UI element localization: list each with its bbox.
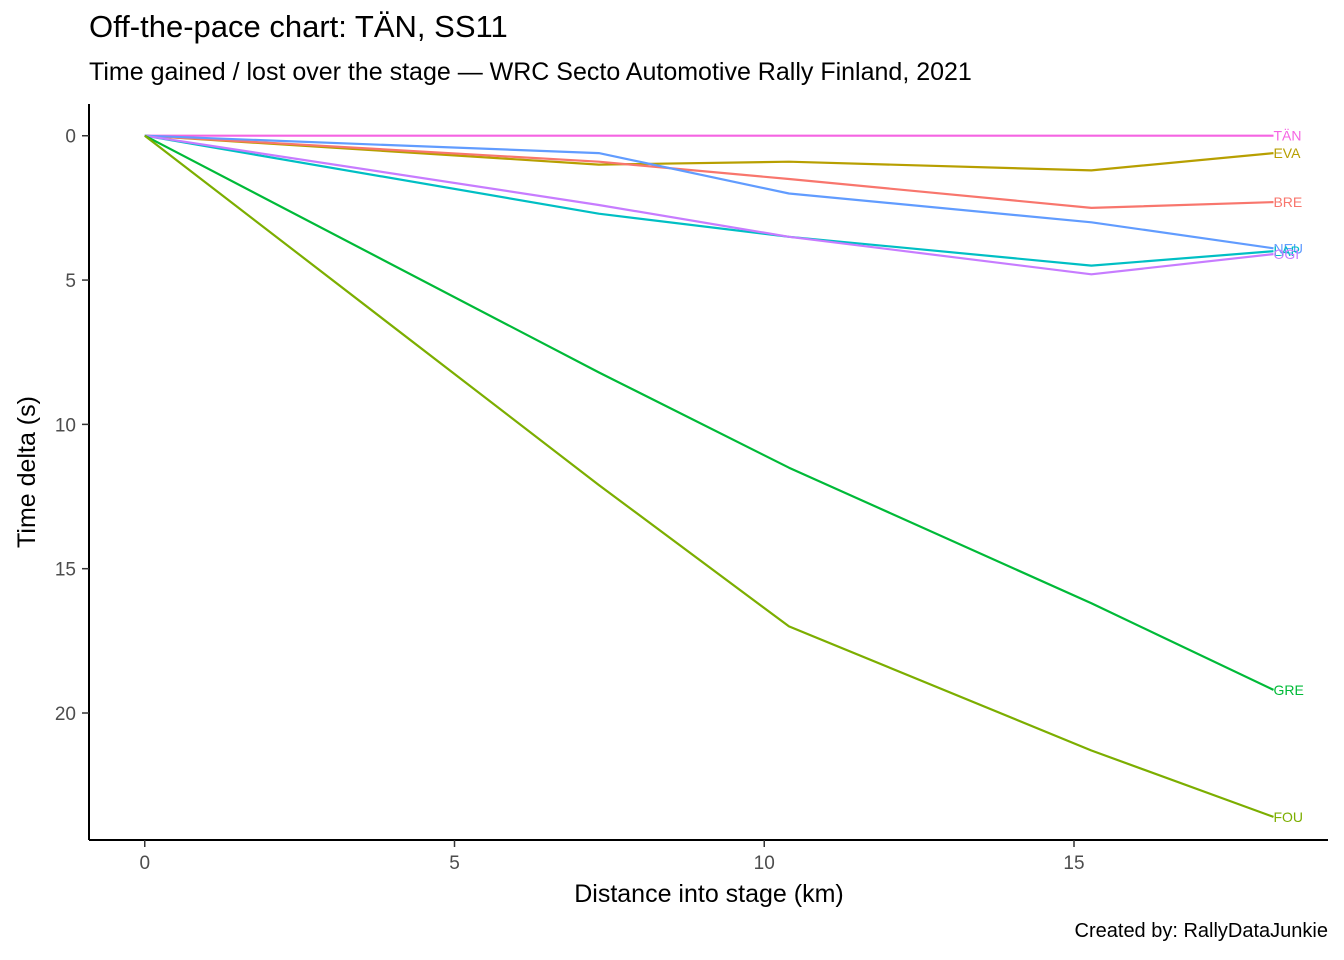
- series-line-eva: [144, 134, 1274, 172]
- y-tick-label: 20: [55, 704, 76, 725]
- series-label-bre: BRE: [1273, 194, 1302, 210]
- series-label-eva: EVA: [1273, 145, 1301, 161]
- y-tick-label: 0: [65, 127, 76, 148]
- y-tick-label: 5: [65, 271, 76, 292]
- x-tick-label: 15: [1063, 853, 1084, 874]
- x-axis-ticks: 0 5 10 15: [139, 840, 1085, 874]
- x-axis-title: Distance into stage (km): [574, 880, 844, 908]
- series-line-lap: [144, 134, 1274, 267]
- series-label-gre: GRE: [1273, 682, 1303, 698]
- chart-caption: Created by: RallyDataJunkie: [1074, 920, 1328, 942]
- series-lines: [144, 134, 1274, 818]
- series-label-neu: NEU: [1273, 240, 1303, 256]
- chart-subtitle: Time gained / lost over the stage — WRC …: [89, 58, 972, 86]
- x-tick-label: 5: [449, 853, 460, 874]
- series-line-gre: [144, 134, 1274, 691]
- series-line-fou: [144, 134, 1274, 818]
- series-label-tän: TÄN: [1273, 128, 1301, 144]
- series-line-ogi: [144, 134, 1274, 276]
- x-tick-label: 0: [139, 853, 150, 874]
- series-label-lap: LAP: [1273, 243, 1299, 259]
- series-label-fou: FOU: [1273, 809, 1303, 825]
- x-tick-label: 10: [754, 853, 775, 874]
- series-line-bre: [144, 134, 1274, 209]
- y-axis-ticks: 0 5 10 15 20: [55, 127, 89, 725]
- y-tick-label: 10: [55, 415, 76, 436]
- y-tick-label: 15: [55, 560, 76, 581]
- y-axis-title: Time delta (s): [13, 396, 41, 548]
- chart-title: Off-the-pace chart: TÄN, SS11: [89, 9, 508, 44]
- series-label-ogi: OGI: [1273, 246, 1299, 262]
- series-line-neu: [144, 134, 1274, 250]
